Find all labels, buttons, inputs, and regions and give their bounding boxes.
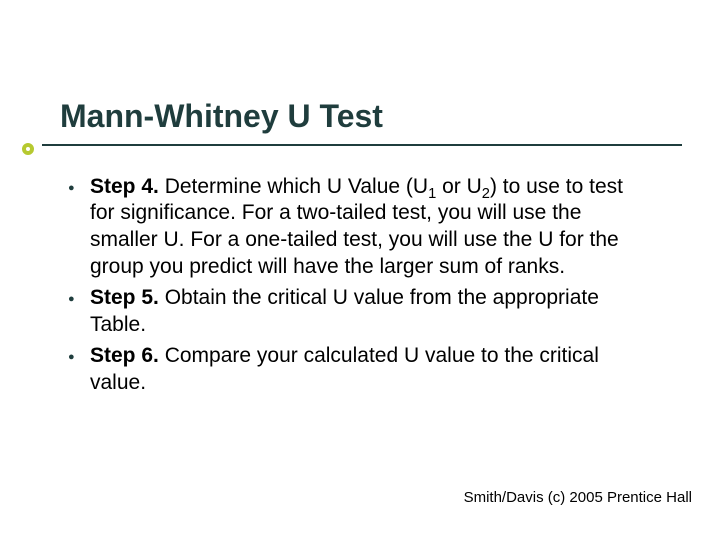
- accent-dot-icon: [22, 143, 34, 155]
- bullet-text-pre: Determine which U Value (U: [159, 175, 428, 198]
- list-item: Step 4. Determine which U Value (U1 or U…: [90, 174, 650, 282]
- bullet-text: Compare your calculated U value to the c…: [90, 344, 599, 394]
- content-area: Step 4. Determine which U Value (U1 or U…: [0, 146, 720, 397]
- page-title: Mann-Whitney U Test: [60, 100, 660, 134]
- list-item: Step 5. Obtain the critical U value from…: [90, 285, 650, 339]
- horizontal-rule: [42, 144, 682, 146]
- bullet-list: Step 4. Determine which U Value (U1 or U…: [90, 174, 650, 397]
- step-label: Step 4.: [90, 175, 159, 198]
- step-label: Step 6.: [90, 344, 159, 367]
- subscript-2: 2: [482, 186, 490, 202]
- list-item: Step 6. Compare your calculated U value …: [90, 343, 650, 397]
- title-wrap: Mann-Whitney U Test: [0, 0, 720, 134]
- bullet-text-mid: or U: [436, 175, 482, 198]
- title-rule: [0, 144, 720, 146]
- slide: Mann-Whitney U Test Step 4. Determine wh…: [0, 0, 720, 540]
- step-label: Step 5.: [90, 286, 159, 309]
- bullet-text: Obtain the critical U value from the app…: [90, 286, 599, 336]
- footer-credit: Smith/Davis (c) 2005 Prentice Hall: [464, 489, 692, 506]
